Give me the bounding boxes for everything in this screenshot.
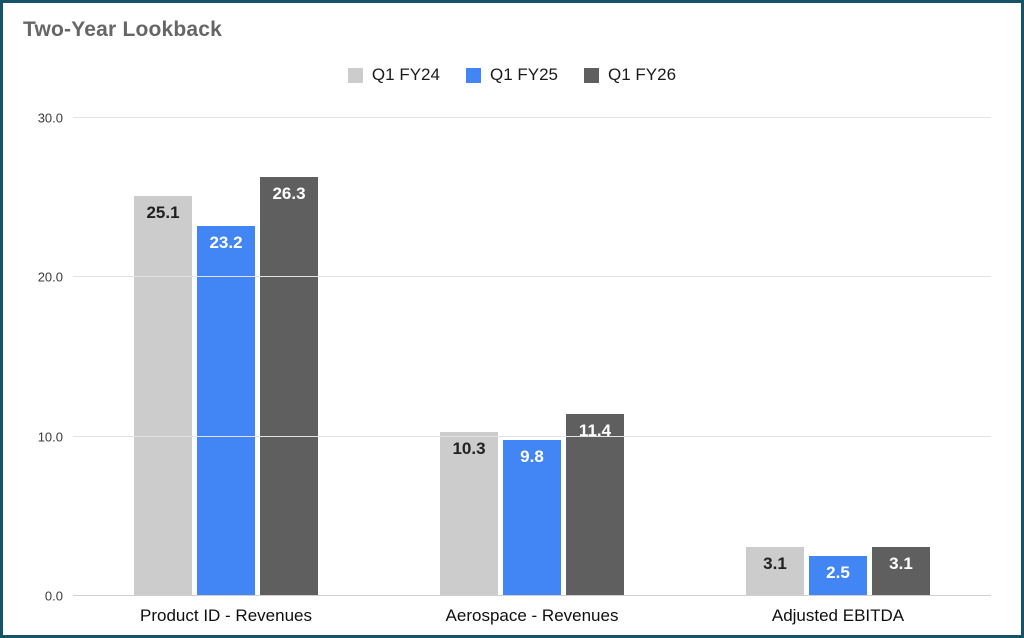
- bar-value-label: 26.3: [272, 183, 306, 203]
- legend-item-q1-fy24: Q1 FY24: [347, 65, 440, 85]
- bar-q1-fy25: 2.5: [809, 556, 867, 596]
- legend-item-q1-fy26: Q1 FY26: [584, 65, 676, 85]
- gridline: [73, 276, 991, 278]
- bar-group: 10.3 9.8 11.4: [379, 118, 685, 596]
- bar-q1-fy24: 10.3: [440, 431, 498, 596]
- bar-q1-fy24: 25.1: [134, 196, 192, 596]
- legend-label: Q1 FY26: [608, 65, 677, 84]
- chart-title: Two-Year Lookback: [23, 18, 223, 41]
- bar-value-label: 3.1: [889, 553, 913, 573]
- chart-legend: Q1 FY24 Q1 FY25 Q1 FY26: [3, 65, 1021, 85]
- gridline: [73, 117, 991, 118]
- bar-groups: 25.1 23.2 26.3 10.3 9.8 11.4 3.1 2.5 3.1: [73, 118, 991, 596]
- bar-group: 3.1 2.5 3.1: [685, 118, 991, 596]
- x-axis-labels: Product ID - Revenues Aerospace - Revenue…: [73, 606, 991, 626]
- y-axis-tick-label: 0.0: [44, 588, 63, 604]
- category-label: Adjusted EBITDA: [771, 606, 905, 625]
- y-axis-tick-label: 10.0: [37, 429, 63, 445]
- bar-q1-fy25: 9.8: [503, 439, 561, 596]
- legend-swatch-icon: [347, 67, 363, 83]
- bar-group: 25.1 23.2 26.3: [73, 118, 379, 596]
- bar-value-label: 9.8: [520, 446, 544, 466]
- bar-value-label: 10.3: [452, 438, 486, 458]
- legend-label: Q1 FY24: [371, 65, 440, 84]
- bar-value-label: 11.4: [578, 421, 612, 441]
- gridline: [73, 595, 991, 596]
- legend-label: Q1 FY25: [489, 65, 559, 84]
- bar-value-label: 25.1: [146, 203, 180, 223]
- y-axis-tick-label: 30.0: [37, 110, 63, 126]
- bar-q1-fy26: 11.4: [566, 414, 624, 596]
- bar-value-label: 23.2: [209, 233, 243, 253]
- category-label: Product ID - Revenues: [140, 606, 312, 625]
- plot-area: 25.1 23.2 26.3 10.3 9.8 11.4 3.1 2.5 3.1 0.0 10.0…: [38, 111, 991, 604]
- legend-swatch-icon: [465, 67, 481, 83]
- gridline: [73, 435, 991, 437]
- bar-q1-fy26: 26.3: [260, 176, 318, 596]
- bar-q1-fy25: 23.2: [197, 226, 255, 596]
- bar-value-label: 2.5: [826, 563, 850, 583]
- category-label: Aerospace - Revenues: [445, 606, 619, 625]
- y-axis-tick-label: 20.0: [37, 269, 63, 285]
- legend-item-q1-fy25: Q1 FY25: [465, 65, 559, 85]
- legend-swatch-icon: [584, 67, 600, 83]
- bar-value-label: 3.1: [763, 553, 787, 573]
- bar-q1-fy26: 3.1: [872, 546, 930, 596]
- bar-q1-fy24: 3.1: [746, 546, 804, 596]
